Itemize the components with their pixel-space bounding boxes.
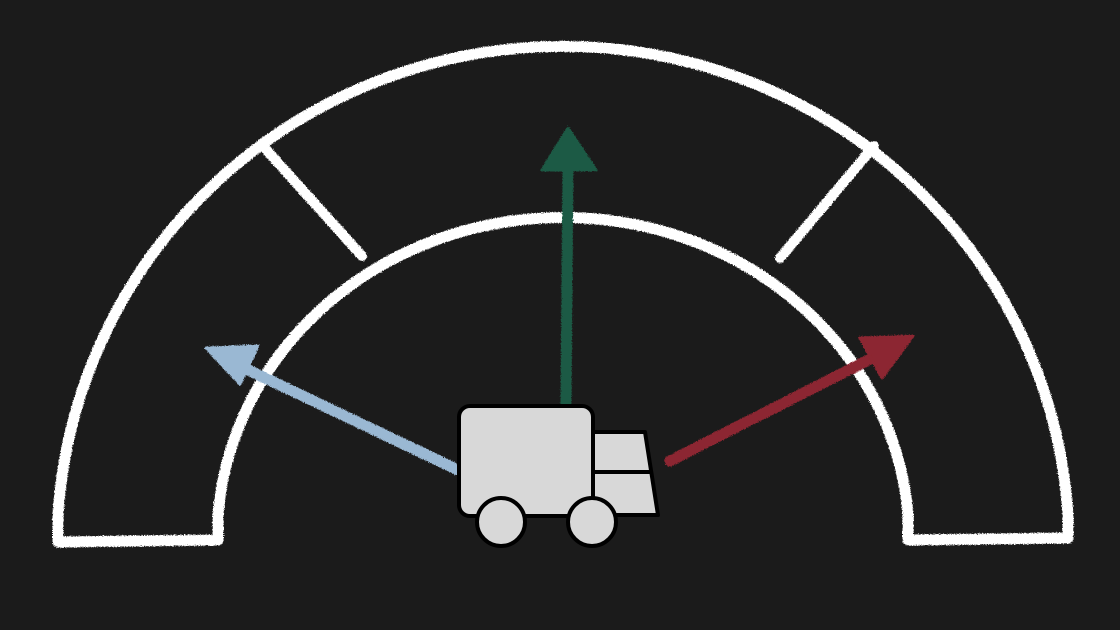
gauge-divider-right <box>775 141 879 263</box>
arrow-right <box>664 334 915 467</box>
arrow-up-head <box>540 126 598 172</box>
truck-wheel-rear <box>475 496 527 548</box>
arrow-left <box>204 344 464 476</box>
gauge-divider-left <box>257 140 367 261</box>
arrow-up <box>540 126 598 408</box>
arrow-left-head <box>204 344 260 386</box>
arrow-right-head <box>858 334 915 380</box>
truck-icon <box>457 404 660 548</box>
arrow-right-shaft <box>664 344 894 467</box>
arrow-left-shaft <box>234 360 464 476</box>
arrow-up-shaft <box>560 158 574 408</box>
gauge-outline <box>52 40 1074 548</box>
direction-arrows <box>204 126 915 476</box>
gauge-arc-shape <box>52 40 1074 548</box>
truck-cargo-box <box>457 404 595 518</box>
truck-wheel-front <box>566 496 618 548</box>
